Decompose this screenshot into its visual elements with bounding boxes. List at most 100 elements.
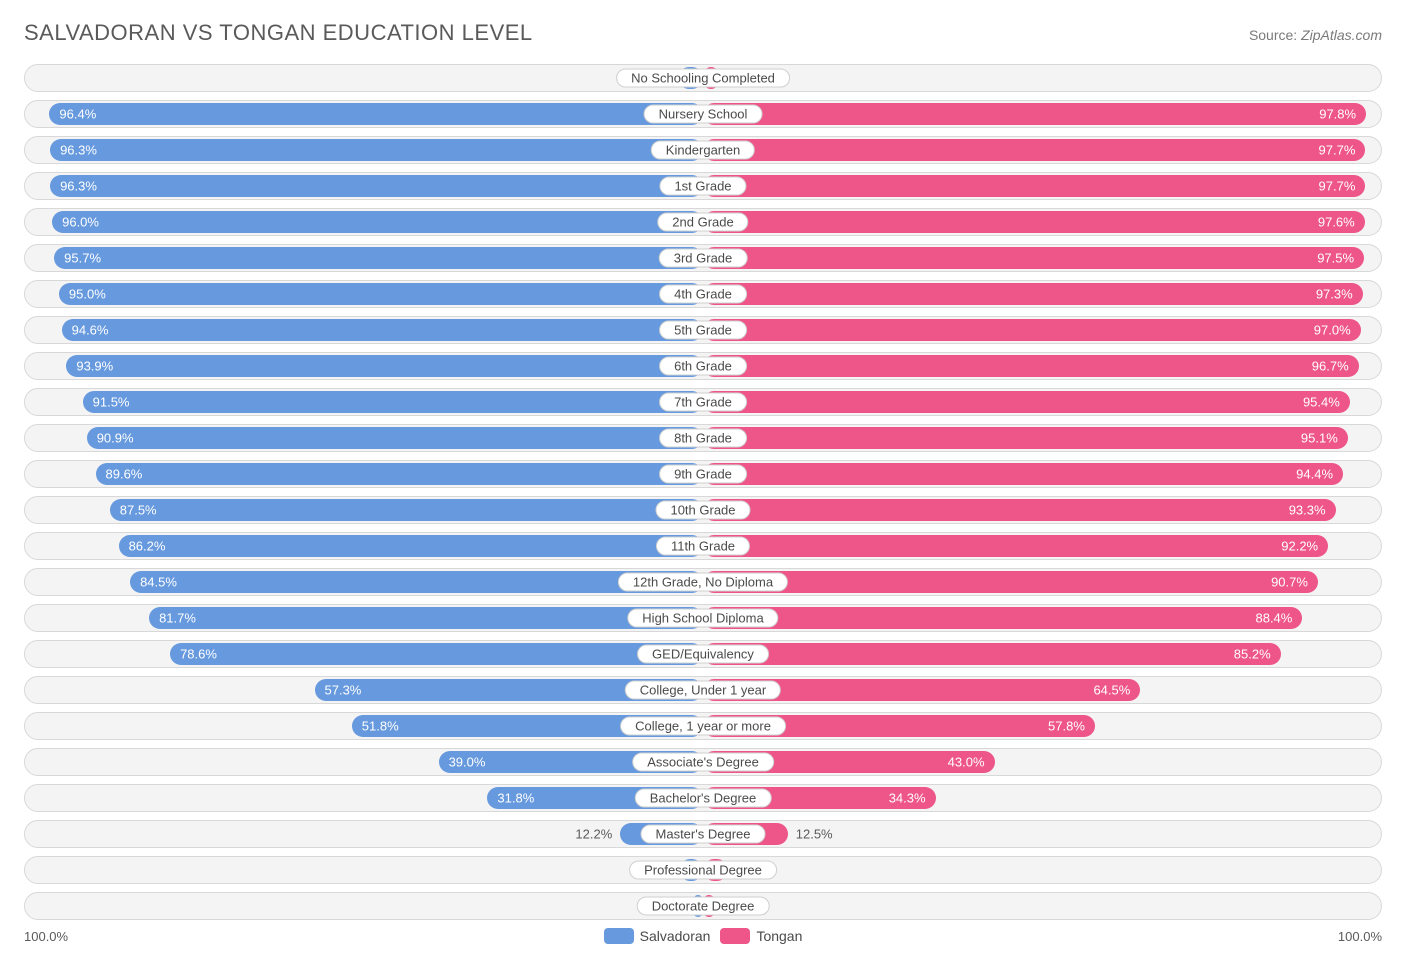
pct-left: 95.7% [64, 251, 101, 266]
pct-right: 43.0% [948, 755, 985, 770]
right-half: 34.3% [703, 785, 1381, 811]
pct-left: 89.6% [106, 467, 143, 482]
bar-left [149, 607, 703, 629]
right-half: 95.1% [703, 425, 1381, 451]
pct-right: 97.6% [1318, 215, 1355, 230]
chart-row: 78.6%85.2%GED/Equivalency [24, 640, 1382, 668]
pct-right: 64.5% [1093, 683, 1130, 698]
left-half: 51.8% [25, 713, 703, 739]
pct-left: 86.2% [129, 539, 166, 554]
chart-row: 96.3%97.7%1st Grade [24, 172, 1382, 200]
bar-left [119, 535, 703, 557]
chart-row: 95.0%97.3%4th Grade [24, 280, 1382, 308]
chart-row: 3.5%3.7%Professional Degree [24, 856, 1382, 884]
chart-title: SALVADORAN VS TONGAN EDUCATION LEVEL [24, 20, 533, 46]
category-label: 6th Grade [659, 357, 747, 376]
right-half: 64.5% [703, 677, 1381, 703]
bar-right [703, 463, 1343, 485]
diverging-bar-chart: 3.7%2.3%No Schooling Completed96.4%97.8%… [24, 64, 1382, 920]
bar-right [703, 499, 1336, 521]
category-label: Kindergarten [651, 141, 755, 160]
category-label: 8th Grade [659, 429, 747, 448]
bar-left [54, 247, 703, 269]
left-half: 91.5% [25, 389, 703, 415]
chart-row: 86.2%92.2%11th Grade [24, 532, 1382, 560]
bar-left [83, 391, 703, 413]
left-half: 31.8% [25, 785, 703, 811]
category-label: 5th Grade [659, 321, 747, 340]
chart-row: 1.5%1.7%Doctorate Degree [24, 892, 1382, 920]
right-half: 1.7% [703, 893, 1381, 919]
category-label: Doctorate Degree [637, 897, 770, 916]
bar-right [703, 427, 1348, 449]
bar-right [703, 535, 1328, 557]
bar-right [703, 211, 1365, 233]
right-half: 43.0% [703, 749, 1381, 775]
chart-row: 81.7%88.4%High School Diploma [24, 604, 1382, 632]
chart-header: SALVADORAN VS TONGAN EDUCATION LEVEL Sou… [24, 20, 1382, 46]
right-half: 90.7% [703, 569, 1381, 595]
bar-right [703, 391, 1350, 413]
bar-left [49, 103, 703, 125]
pct-right: 34.3% [889, 791, 926, 806]
category-label: 4th Grade [659, 285, 747, 304]
pct-left: 96.3% [60, 143, 97, 158]
chart-row: 94.6%97.0%5th Grade [24, 316, 1382, 344]
left-half: 90.9% [25, 425, 703, 451]
legend-label-right: Tongan [756, 928, 802, 944]
left-half: 94.6% [25, 317, 703, 343]
left-half: 3.5% [25, 857, 703, 883]
bar-left [59, 283, 703, 305]
axis-right-label: 100.0% [1338, 929, 1382, 944]
pct-left: 51.8% [362, 719, 399, 734]
left-half: 57.3% [25, 677, 703, 703]
pct-left: 96.4% [59, 107, 96, 122]
chart-row: 90.9% 95.1% 8th Grade [24, 424, 1382, 452]
pct-right: 95.1% [1301, 431, 1338, 446]
bar-right [703, 319, 1361, 341]
pct-left: 84.5% [140, 575, 177, 590]
category-label: Bachelor's Degree [635, 789, 772, 808]
chart-row: 93.9%96.7%6th Grade [24, 352, 1382, 380]
category-label: 7th Grade [659, 393, 747, 412]
legend-item-left: Salvadoran [604, 928, 711, 944]
right-half: 97.8% [703, 101, 1381, 127]
axis-left-label: 100.0% [24, 929, 68, 944]
pct-right: 90.7% [1271, 575, 1308, 590]
category-label: Nursery School [644, 105, 763, 124]
legend-label-left: Salvadoran [640, 928, 711, 944]
right-half: 2.3% [703, 65, 1381, 91]
bar-left [50, 139, 703, 161]
left-half: 1.5% [25, 893, 703, 919]
right-half: 57.8% [703, 713, 1381, 739]
pct-right: 12.5% [796, 827, 833, 842]
source-name: ZipAtlas.com [1301, 27, 1382, 43]
bar-right [703, 247, 1364, 269]
chart-footer: 100.0% Salvadoran Tongan 100.0% [24, 928, 1382, 944]
pct-right: 97.8% [1319, 107, 1356, 122]
bar-left [110, 499, 703, 521]
right-half: 94.4% [703, 461, 1381, 487]
category-label: 10th Grade [655, 501, 750, 520]
pct-right: 95.4% [1303, 395, 1340, 410]
chart-row: 91.5% 95.4% 7th Grade [24, 388, 1382, 416]
pct-left: 96.3% [60, 179, 97, 194]
left-half: 96.3% [25, 173, 703, 199]
pct-left: 94.6% [72, 323, 109, 338]
right-half: 97.5% [703, 245, 1381, 271]
right-half: 88.4% [703, 605, 1381, 631]
chart-row: 95.7%97.5%3rd Grade [24, 244, 1382, 272]
pct-right: 94.4% [1296, 467, 1333, 482]
left-half: 39.0% [25, 749, 703, 775]
category-label: College, 1 year or more [620, 717, 786, 736]
pct-left: 31.8% [497, 791, 534, 806]
bar-right [703, 283, 1363, 305]
left-half: 3.7% [25, 65, 703, 91]
category-label: Master's Degree [641, 825, 766, 844]
chart-row: 89.6%94.4%9th Grade [24, 460, 1382, 488]
pct-left: 95.0% [69, 287, 106, 302]
category-label: High School Diploma [627, 609, 778, 628]
category-label: 1st Grade [659, 177, 746, 196]
chart-row: 87.5%93.3%10th Grade [24, 496, 1382, 524]
left-half: 87.5% [25, 497, 703, 523]
